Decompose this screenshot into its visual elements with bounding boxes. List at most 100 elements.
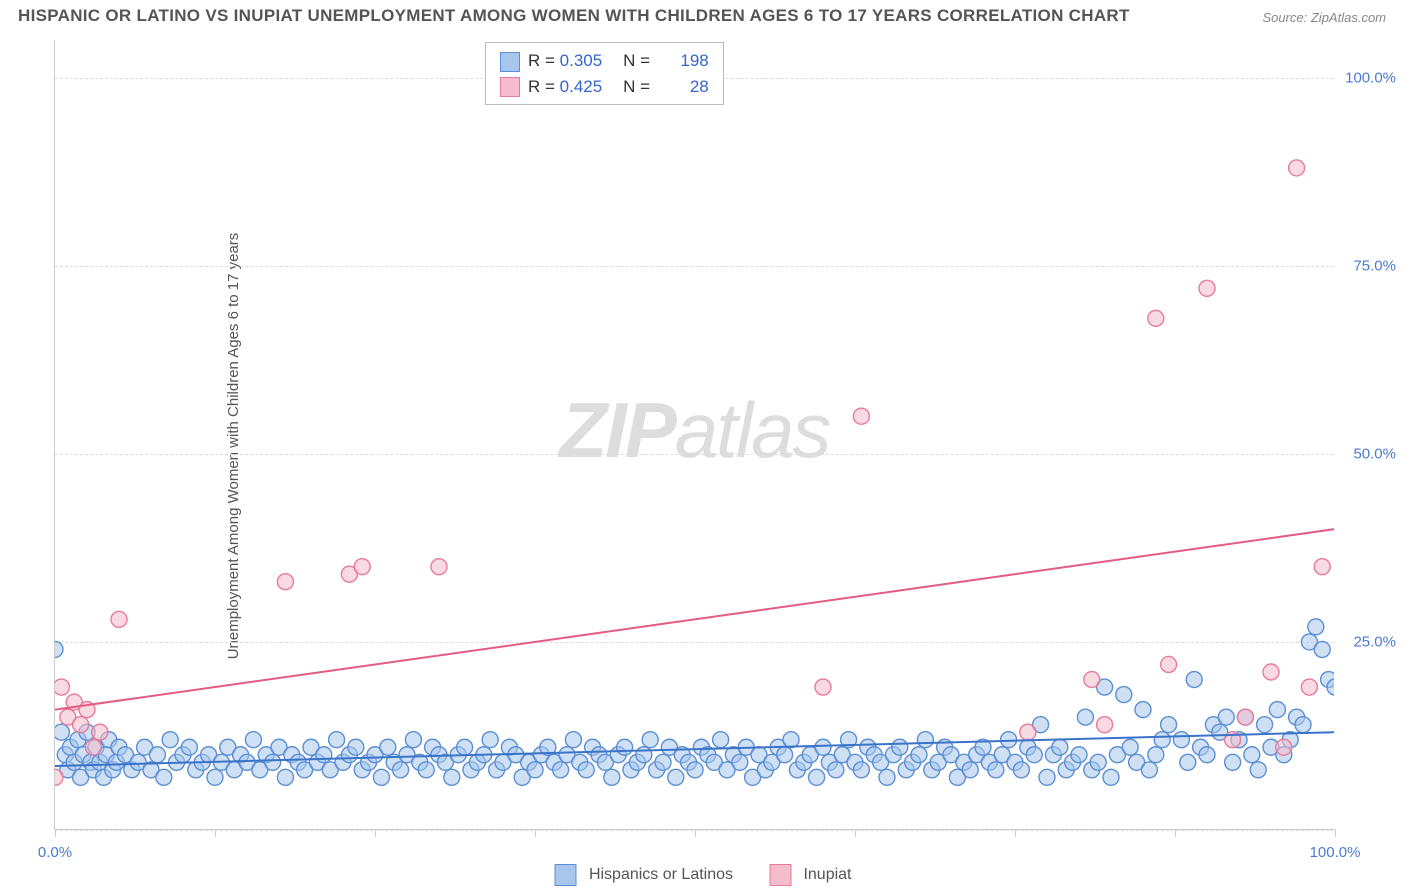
scatter-point (207, 769, 223, 785)
scatter-point (1161, 717, 1177, 733)
x-tick-label: 0.0% (38, 844, 72, 861)
scatter-point (828, 762, 844, 778)
scatter-point (809, 769, 825, 785)
scatter-point (636, 747, 652, 763)
scatter-point (1148, 747, 1164, 763)
scatter-point (1135, 702, 1151, 718)
scatter-point (604, 769, 620, 785)
legend-item: Inupiat (769, 864, 851, 886)
scatter-point (527, 762, 543, 778)
scatter-point (181, 739, 197, 755)
scatter-point (1161, 656, 1177, 672)
scatter-point (853, 762, 869, 778)
scatter-svg (55, 40, 1334, 829)
y-tick-label: 75.0% (1353, 257, 1396, 274)
scatter-point (1026, 747, 1042, 763)
scatter-point (1269, 702, 1285, 718)
scatter-point (149, 747, 165, 763)
scatter-point (1039, 769, 1055, 785)
scatter-point (1180, 754, 1196, 770)
scatter-point (55, 641, 63, 657)
scatter-point (1244, 747, 1260, 763)
scatter-point (1154, 732, 1170, 748)
scatter-point (617, 739, 633, 755)
trend-line (55, 529, 1334, 710)
scatter-point (1013, 762, 1029, 778)
scatter-point (911, 747, 927, 763)
scatter-point (777, 747, 793, 763)
scatter-point (1071, 747, 1087, 763)
scatter-point (444, 769, 460, 785)
scatter-point (393, 762, 409, 778)
scatter-point (1218, 709, 1234, 725)
x-tick-label: 100.0% (1310, 844, 1361, 861)
scatter-point (348, 739, 364, 755)
scatter-point (1199, 280, 1215, 296)
scatter-point (265, 754, 281, 770)
scatter-point (1237, 709, 1253, 725)
scatter-point (1084, 672, 1100, 688)
scatter-point (732, 754, 748, 770)
scatter-point (111, 611, 127, 627)
scatter-point (329, 732, 345, 748)
scatter-point (457, 739, 473, 755)
scatter-point (553, 762, 569, 778)
plot-area: ZIPatlas 25.0%50.0%75.0%100.0%0.0%100.0%… (54, 40, 1334, 830)
scatter-point (1020, 724, 1036, 740)
scatter-point (1141, 762, 1157, 778)
scatter-point (1173, 732, 1189, 748)
scatter-point (1295, 717, 1311, 733)
source-label: Source: ZipAtlas.com (1262, 10, 1386, 25)
scatter-point (245, 732, 261, 748)
scatter-point (1301, 679, 1317, 695)
scatter-point (917, 732, 933, 748)
scatter-point (655, 754, 671, 770)
scatter-point (1250, 762, 1266, 778)
y-tick-label: 50.0% (1353, 445, 1396, 462)
scatter-point (578, 762, 594, 778)
scatter-point (668, 769, 684, 785)
scatter-point (642, 732, 658, 748)
scatter-point (55, 679, 69, 695)
chart-title: HISPANIC OR LATINO VS INUPIAT UNEMPLOYME… (18, 6, 1130, 26)
y-tick-label: 25.0% (1353, 633, 1396, 650)
scatter-point (565, 732, 581, 748)
scatter-point (1263, 664, 1279, 680)
scatter-point (879, 769, 895, 785)
scatter-point (783, 732, 799, 748)
scatter-point (1097, 717, 1113, 733)
scatter-point (1090, 754, 1106, 770)
scatter-point (1148, 310, 1164, 326)
scatter-point (354, 559, 370, 575)
scatter-point (1276, 739, 1292, 755)
scatter-point (277, 769, 293, 785)
scatter-point (418, 762, 434, 778)
scatter-point (73, 717, 89, 733)
scatter-point (277, 574, 293, 590)
scatter-point (1122, 739, 1138, 755)
scatter-point (1116, 687, 1132, 703)
scatter-point (1186, 672, 1202, 688)
scatter-point (1308, 619, 1324, 635)
scatter-point (1077, 709, 1093, 725)
scatter-point (892, 739, 908, 755)
scatter-point (92, 724, 108, 740)
scatter-point (405, 732, 421, 748)
scatter-point (962, 762, 978, 778)
scatter-point (1103, 769, 1119, 785)
scatter-point (687, 762, 703, 778)
scatter-point (156, 769, 172, 785)
scatter-point (713, 732, 729, 748)
scatter-point (1052, 739, 1068, 755)
y-tick-label: 100.0% (1345, 69, 1396, 86)
scatter-point (1314, 641, 1330, 657)
scatter-point (85, 739, 101, 755)
scatter-point (380, 739, 396, 755)
scatter-point (1314, 559, 1330, 575)
scatter-point (55, 724, 69, 740)
scatter-point (1289, 160, 1305, 176)
scatter-point (1199, 747, 1215, 763)
scatter-point (162, 732, 178, 748)
legend-item: Hispanics or Latinos (555, 864, 734, 886)
scatter-point (815, 679, 831, 695)
